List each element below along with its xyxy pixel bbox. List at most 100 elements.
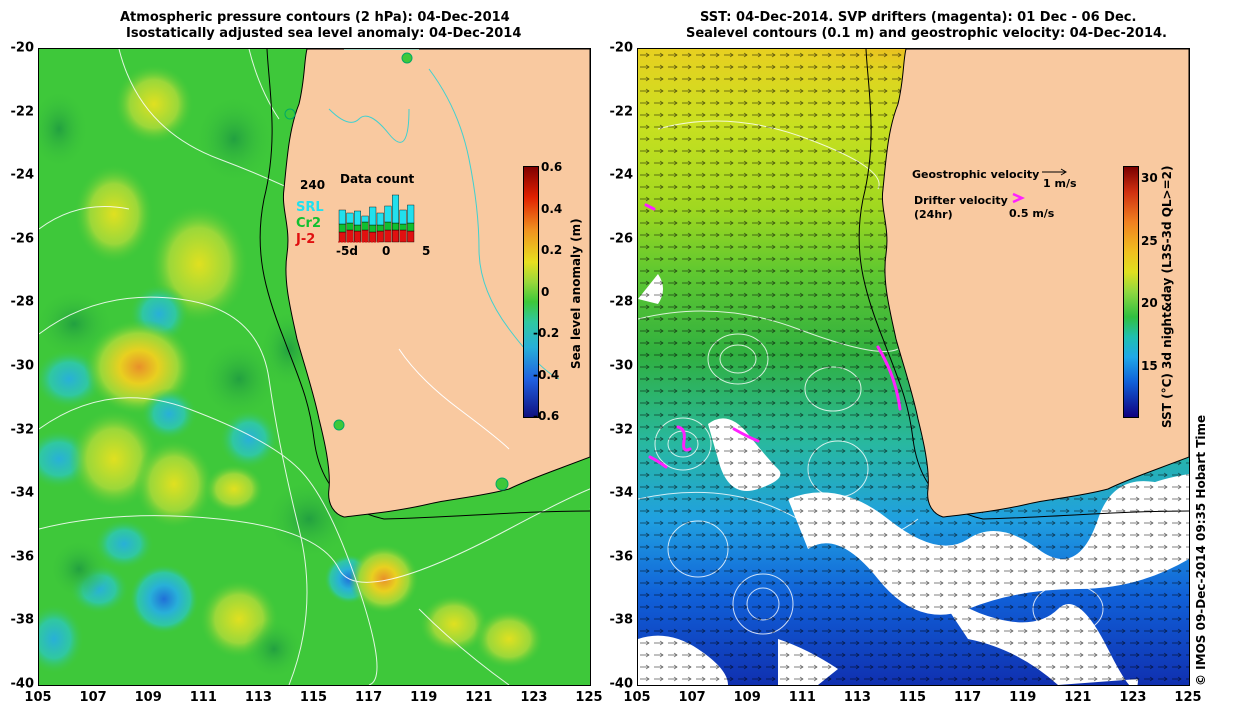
inset-bar-srl-6: [384, 205, 392, 223]
drifter-velocity-scale: 0.5 m/s: [1009, 207, 1055, 220]
right-y-tick--30: -30: [609, 358, 634, 374]
bathymetry-contour: [259, 49, 590, 520]
inset-x-tick-0: 0: [382, 244, 391, 258]
left-x-tick-121: 121: [465, 690, 493, 705]
right-x-tick-113: 113: [843, 690, 871, 705]
left-y-tick--28: -28: [10, 294, 35, 310]
inset-bar-srl-4: [369, 206, 377, 226]
left-y-tick--26: -26: [10, 231, 35, 247]
sst-cb-tick-3: 15: [1141, 359, 1158, 373]
drifter-tracks: [644, 203, 902, 469]
right-title-line1: SST: 04-Dec-2014. SVP drifters (magenta)…: [700, 10, 1137, 25]
inset-bar-j2-7: [392, 229, 400, 243]
inset-bar-cr2-2: [354, 224, 362, 232]
right-x-tick-117: 117: [954, 690, 982, 705]
sla-cb-tick-6: -0.6: [533, 409, 560, 423]
drifter-velocity-label: Drifter velocity: [914, 194, 1008, 207]
inset-legend-cr2: Cr2: [296, 216, 321, 231]
right-y-tick--40: -40: [609, 676, 634, 692]
right-x-tick-123: 123: [1119, 690, 1147, 705]
inset-bar-j2-8: [399, 229, 407, 243]
right-y-tick--38: -38: [609, 612, 634, 628]
inset-bar-cr2-6: [384, 221, 392, 231]
left-y-tick--36: -36: [10, 549, 35, 565]
inset-bar-cr2-7: [392, 222, 400, 231]
sla-cb-tick-3: 0: [541, 285, 550, 299]
land-mass: [282, 49, 590, 518]
right-x-tick-105: 105: [623, 690, 651, 705]
inset-bar-srl-5: [376, 212, 384, 226]
left-y-tick--20: -20: [10, 40, 35, 56]
inset-y-tick: 240: [300, 178, 326, 192]
inset-title: Data count: [340, 172, 415, 186]
drifter-velocity-arrow-icon: [1012, 192, 1025, 204]
left-x-tick-119: 119: [410, 690, 438, 705]
sst-cb-tick-0: 30: [1141, 171, 1158, 185]
inset-bar-cr2-8: [399, 223, 407, 231]
left-x-tick-125: 125: [575, 690, 603, 705]
inset-bar-srl-3: [361, 215, 369, 223]
sla-colorbar: [523, 166, 539, 418]
inset-bar-j2-9: [407, 230, 415, 243]
right-x-tick-107: 107: [678, 690, 706, 705]
pressure-contours: [39, 49, 590, 685]
inset-bar-srl-2: [354, 210, 362, 226]
sst-map: [637, 48, 1190, 686]
sla-colorbar-label: Sea level anomaly (m): [569, 218, 583, 369]
left-y-tick--30: -30: [10, 358, 35, 374]
sst-cb-tick-1: 25: [1141, 234, 1158, 248]
sla-cb-tick-0: 0.6: [541, 160, 563, 174]
inset-bar-srl-0: [338, 209, 346, 225]
sst-cb-tick-2: 20: [1141, 296, 1158, 310]
inset-bar-cr2-3: [361, 221, 369, 231]
left-y-tick--34: -34: [10, 485, 35, 501]
inset-bars: [338, 194, 415, 243]
inset-bar-j2-0: [338, 231, 346, 243]
left-y-tick--32: -32: [10, 422, 35, 438]
inset-bar-j2-5: [376, 230, 384, 243]
sla-map: [38, 48, 591, 686]
sla-cb-tick-5: -0.4: [533, 368, 560, 382]
sla-cb-tick-1: 0.4: [541, 202, 563, 216]
right-x-tick-115: 115: [898, 690, 927, 705]
left-y-tick--38: -38: [10, 612, 35, 628]
geo-velocity-label: Geostrophic velocity: [912, 168, 1040, 181]
right-y-tick--20: -20: [609, 40, 634, 56]
inset-bar-cr2-9: [407, 222, 415, 232]
inset-bar-srl-8: [399, 209, 407, 225]
right-x-tick-121: 121: [1064, 690, 1092, 705]
bathymetry-contour-sst: [858, 49, 1189, 520]
right-y-tick--28: -28: [609, 294, 634, 310]
left-x-tick-113: 113: [244, 690, 272, 705]
left-title-line2: Isostatically adjusted sea level anomaly…: [126, 26, 522, 41]
right-y-tick--34: -34: [609, 485, 634, 501]
right-x-tick-125: 125: [1174, 690, 1202, 705]
inset-x-tick-5: 5: [422, 244, 431, 258]
sla-cb-tick-4: -0.2: [533, 326, 560, 340]
inset-bar-srl-7: [392, 194, 400, 224]
right-y-tick--22: -22: [609, 104, 634, 120]
inset-bar-cr2-4: [369, 224, 377, 233]
right-y-tick--26: -26: [609, 231, 634, 247]
right-y-tick--36: -36: [609, 549, 634, 565]
left-x-tick-107: 107: [79, 690, 107, 705]
right-x-tick-109: 109: [733, 690, 761, 705]
left-x-tick-105: 105: [24, 690, 52, 705]
geo-velocity-arrow-icon: [1042, 168, 1067, 176]
left-y-tick--40: -40: [10, 676, 35, 692]
inset-bar-j2-1: [346, 229, 354, 243]
left-x-tick-109: 109: [134, 690, 162, 705]
right-x-tick-119: 119: [1009, 690, 1037, 705]
inset-bar-srl-1: [346, 212, 354, 224]
left-x-tick-123: 123: [520, 690, 548, 705]
left-title-line1: Atmospheric pressure contours (2 hPa): 0…: [120, 10, 510, 25]
inset-bar-j2-6: [384, 229, 392, 243]
left-x-tick-111: 111: [189, 690, 217, 705]
inset-bar-j2-2: [354, 230, 362, 243]
left-y-tick--22: -22: [10, 104, 35, 120]
inset-bar-j2-4: [369, 231, 377, 243]
right-title-line2: Sealevel contours (0.1 m) and geostrophi…: [686, 26, 1167, 41]
left-y-tick--24: -24: [10, 167, 35, 183]
inset-bar-j2-3: [361, 229, 369, 243]
sst-colorbar: [1123, 166, 1139, 418]
